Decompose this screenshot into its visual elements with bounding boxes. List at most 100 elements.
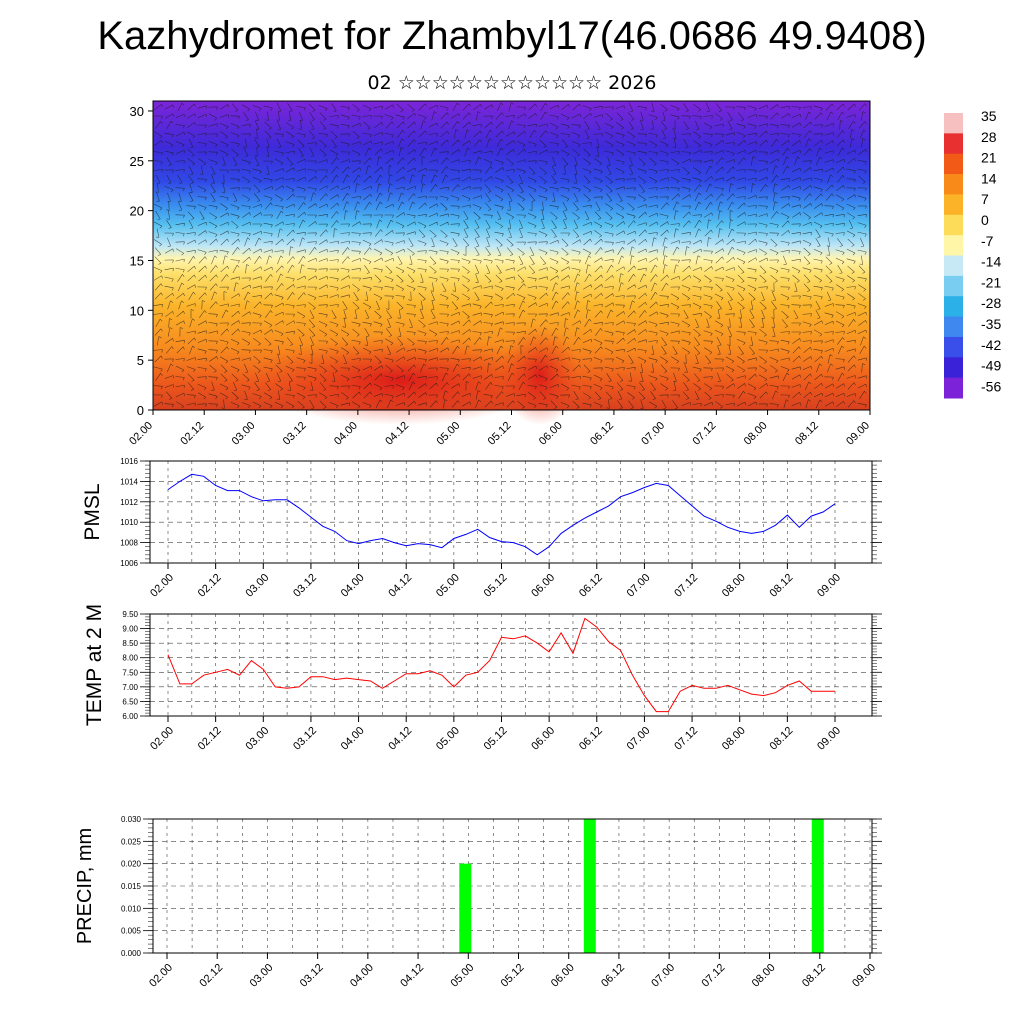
cross-section-xtick-label: 08.12 <box>793 420 821 448</box>
precip-xtick-label: 03.00 <box>248 962 276 990</box>
wind-barbs <box>153 102 867 409</box>
precip-ytick-label: 0.020 <box>121 860 142 869</box>
pmsl-xtick-label: 02.12 <box>196 572 224 600</box>
colorbar-label: 35 <box>981 108 997 124</box>
temp2m-ytick-label: 9.00 <box>122 625 138 634</box>
precip-xtick-label: 02.00 <box>147 962 175 990</box>
temp2m-xtick-label: 06.00 <box>529 725 557 753</box>
pmsl-ytick-label: 1014 <box>120 477 138 486</box>
temp2m-chart: 6.00 6.50 7.00 7.50 8.00 8.50 9.00 9.50 02.00 02.… <box>83 604 882 753</box>
temp2m-series-line <box>167 617 835 713</box>
colorbar-label: 28 <box>981 129 997 145</box>
temp2m-xtick-label: 04.00 <box>339 725 367 753</box>
precip-ytick-label: 0.025 <box>121 837 142 846</box>
pmsl-ytick-label: 1012 <box>120 498 138 507</box>
temp2m-ytick-label: 9.50 <box>122 610 138 619</box>
precip-frame <box>152 818 873 954</box>
pmsl-plot-area <box>150 461 872 563</box>
precip-xtick-label: 04.00 <box>348 962 376 990</box>
cross-section-xtick-label: 08.00 <box>742 420 770 448</box>
colorbar-label: 7 <box>981 191 989 207</box>
temp2m-plot-area <box>150 614 872 716</box>
pmsl-xtick-label: 08.12 <box>768 572 796 600</box>
colorbar-swatch <box>944 255 963 277</box>
cross-section-xtick-label: 04.00 <box>332 420 360 448</box>
pmsl-xtick-label: 08.00 <box>720 572 748 600</box>
pmsl-xtick-label: 03.00 <box>243 572 271 600</box>
cross-section-xtick-label: 03.12 <box>281 420 309 448</box>
temp2m-ytick-label: 7.00 <box>122 683 138 692</box>
colorbar-label: -21 <box>981 274 1001 290</box>
temp2m-xtick-label: 03.00 <box>243 725 271 753</box>
cross-section-xtick-label: 05.00 <box>434 420 462 448</box>
precip-xtick-label: 06.00 <box>549 962 577 990</box>
colorbar-label: 0 <box>981 212 989 228</box>
warm-core-1 <box>250 335 550 425</box>
temp2m-ytick-label: 7.50 <box>122 668 138 677</box>
precip-ylabel: PRECIP, mm <box>74 828 96 944</box>
pmsl-xtick-label: 07.12 <box>672 572 700 600</box>
warm-core-2 <box>500 325 580 425</box>
pmsl-frame <box>149 460 873 564</box>
precip-xtick-label: 07.00 <box>649 962 677 990</box>
colorbar-swatch <box>944 296 963 318</box>
precip-bar <box>583 819 596 953</box>
cross-section-ytick-label: 25 <box>130 154 144 169</box>
precip-ytick-label: 0.015 <box>121 882 142 891</box>
temp2m-xtick-label: 02.12 <box>196 725 224 753</box>
pmsl-ytick-label: 1008 <box>120 539 138 548</box>
colorbar-label: 14 <box>981 170 997 186</box>
temp2m-xtick-label: 07.12 <box>672 725 700 753</box>
cross-section-xtick-label: 09.00 <box>844 420 872 448</box>
precip-bar <box>459 863 472 953</box>
temp2m-xtick-label: 05.00 <box>434 725 462 753</box>
colorbar-swatch <box>944 275 963 297</box>
cross-section-xtick-label: 02.12 <box>178 420 206 448</box>
cross-section-xtick-label: 05.12 <box>486 420 514 448</box>
colorbar-label: -56 <box>981 378 1001 394</box>
page-title: Kazhydromet for Zhambyl17(46.0686 49.940… <box>97 14 927 58</box>
pmsl-ytick-label: 1006 <box>120 559 138 568</box>
precip-xtick-label: 08.12 <box>800 962 828 990</box>
colorbar-label: 21 <box>981 150 997 166</box>
cross-section-xtick-label: 02.00 <box>127 420 155 448</box>
temp2m-xtick-label: 05.12 <box>482 725 510 753</box>
colorbar-label: -7 <box>981 233 994 249</box>
precip-ytick-label: 0.005 <box>121 927 142 936</box>
colorbar-swatch <box>944 174 963 195</box>
cross-section-ytick-label: 20 <box>130 204 144 219</box>
cross-section-ytick-label: 10 <box>130 303 144 318</box>
colorbar-swatch <box>944 194 963 216</box>
colorbar-swatch <box>944 153 963 175</box>
precip-xtick-label: 05.00 <box>448 962 476 990</box>
precip-ytick-label: 0.000 <box>121 949 142 958</box>
pmsl-xtick-label: 09.00 <box>815 572 843 600</box>
colorbar-swatch <box>944 336 963 358</box>
cross-section-ytick-label: 5 <box>137 353 144 368</box>
pmsl-xtick-label: 02.00 <box>148 572 176 600</box>
precip-bar <box>811 819 824 953</box>
pmsl-xtick-label: 04.00 <box>339 572 367 600</box>
temp2m-xtick-label: 08.00 <box>720 725 748 753</box>
precip-xtick-label: 04.12 <box>398 962 426 990</box>
precip-xtick-label: 07.12 <box>700 962 728 990</box>
cross-section-xtick-label: 07.12 <box>691 420 719 448</box>
temp2m-xtick-label: 08.12 <box>768 725 796 753</box>
pmsl-xtick-label: 03.12 <box>291 572 319 600</box>
colorbar-label: -35 <box>981 316 1001 332</box>
cross-section-ytick-label: 0 <box>137 403 144 418</box>
cross-section-xtick-label: 06.12 <box>588 420 616 448</box>
pmsl-xtick-label: 05.12 <box>482 572 510 600</box>
precip-xtick-label: 02.12 <box>197 962 225 990</box>
colorbar-swatch <box>944 113 963 134</box>
colorbar: 35 28 21 14 7 0 -7 -14 -21 -28 -35 -42 -49 -56 <box>944 108 1001 399</box>
pmsl-ytick-label: 1010 <box>120 518 138 527</box>
precip-plot-area <box>153 819 872 953</box>
precip-xtick-label: 05.12 <box>499 962 527 990</box>
pmsl-xtick-label: 06.12 <box>577 572 605 600</box>
temp2m-ytick-label: 6.50 <box>122 697 138 706</box>
pmsl-xtick-label: 04.12 <box>386 572 414 600</box>
precip-xtick-label: 06.12 <box>599 962 627 990</box>
